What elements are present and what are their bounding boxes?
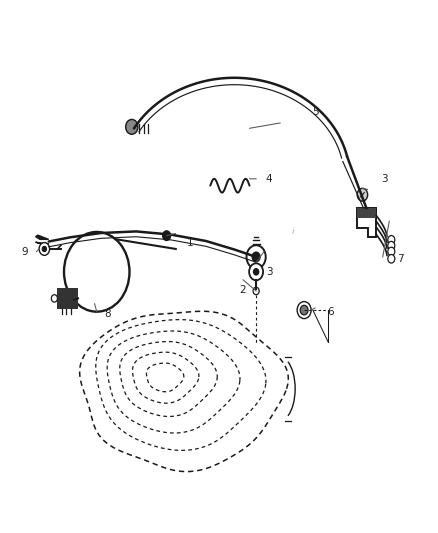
Text: 7: 7 [397,254,403,263]
Circle shape [254,269,259,275]
Text: 5: 5 [312,107,318,117]
Polygon shape [357,208,376,237]
Text: 4: 4 [266,174,272,184]
Text: i: i [292,228,294,237]
Text: 3: 3 [266,267,272,277]
Circle shape [247,245,266,269]
Circle shape [388,241,395,250]
Text: 9: 9 [21,247,28,256]
Circle shape [388,247,395,256]
Polygon shape [35,242,49,244]
Circle shape [300,305,308,315]
Circle shape [42,246,46,252]
Text: 1: 1 [187,238,194,247]
Circle shape [126,119,138,134]
Circle shape [388,236,395,244]
Polygon shape [57,288,78,309]
Polygon shape [35,235,49,239]
Circle shape [249,263,263,280]
Circle shape [51,295,57,302]
Text: 6: 6 [327,306,334,317]
Text: 3: 3 [381,174,388,184]
Circle shape [162,231,170,240]
Text: 8: 8 [104,309,111,319]
Circle shape [253,287,259,295]
Polygon shape [357,208,376,218]
Circle shape [39,243,49,255]
Circle shape [388,255,395,263]
Text: 2: 2 [240,286,246,295]
Circle shape [252,252,260,262]
Circle shape [357,188,367,201]
